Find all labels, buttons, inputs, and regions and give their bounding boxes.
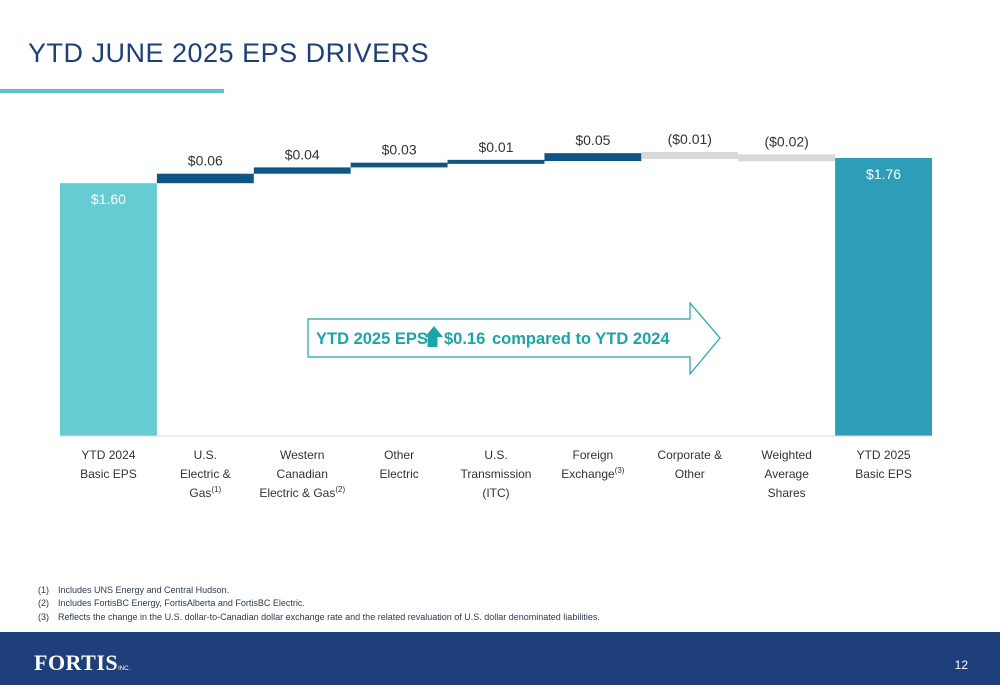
value-label-2: $0.06	[188, 153, 223, 169]
category-label-3: Western Canadian Electric & Gas(2)	[259, 448, 345, 500]
chart-bars	[60, 151, 932, 437]
category-label-2: U.S. Electric & Gas(1)	[180, 448, 231, 500]
title-underline	[0, 89, 224, 93]
footnote-2: (2) Includes FortisBC Energy, FortisAlber…	[38, 598, 305, 609]
value-label-9: $1.76	[866, 166, 901, 182]
value-label-4: $0.03	[382, 142, 417, 158]
page-title: YTD JUNE 2025 EPS DRIVERS	[28, 38, 430, 68]
bar-4	[350, 162, 448, 168]
footnote-3: (3) Reflects the change in the U.S. dolla…	[38, 611, 600, 622]
value-label-5: $0.01	[478, 139, 513, 155]
category-label-5: U.S. Transmission (ITC)	[461, 448, 532, 500]
category-label-4: Other Electric	[379, 448, 418, 481]
chart-value-labels: $1.60 $0.06 $0.04 $0.03 $0.01 $0.05 ($0.01) ($0…	[91, 131, 901, 207]
svg-text:compared to YTD 2024: compared to YTD 2024	[492, 330, 670, 348]
category-label-7: Corporate & Other	[657, 448, 722, 481]
value-label-1: $1.60	[91, 191, 126, 207]
bar-3	[253, 167, 351, 174]
annotation-value: $0.16	[444, 330, 485, 348]
bar-1	[60, 183, 157, 436]
annotation-arrow-outline	[307, 301, 721, 376]
up-arrow-icon	[425, 326, 443, 347]
bar-9	[835, 157, 932, 437]
chart-category-labels: YTD 2024 Basic EPS U.S. Electric & Gas(1) Wes…	[80, 448, 912, 500]
bar-5	[447, 159, 545, 164]
value-label-6: $0.05	[575, 132, 610, 148]
category-label-1: YTD 2024 Basic EPS	[80, 448, 137, 481]
footer-bar: FORTISINC. 12	[0, 632, 1000, 685]
category-label-6: Foreign Exchange(3)	[561, 448, 624, 481]
svg-text:$0.16: $0.16	[444, 330, 485, 348]
fortis-logo: FORTISINC.	[34, 650, 131, 675]
svg-text:YTD 2025 EPS: YTD 2025 EPS	[316, 330, 428, 348]
page-number: 12	[954, 658, 968, 672]
bar-2	[156, 173, 254, 184]
category-label-9: YTD 2025 Basic EPS	[855, 448, 912, 481]
value-label-3: $0.04	[285, 146, 320, 162]
value-label-8: ($0.02)	[764, 133, 808, 149]
annotation-suffix: compared to YTD 2024	[492, 330, 670, 348]
annotation-prefix: YTD 2025 EPS	[316, 330, 428, 348]
annotation-arrow: YTD 2025 EPS $0.16 compared to YTD 2024	[307, 301, 721, 376]
bar-6	[544, 153, 642, 162]
bar-7	[641, 151, 739, 159]
value-label-7: ($0.01)	[668, 131, 712, 147]
footnotes: (1) Includes UNS Energy and Central Hudso…	[38, 584, 600, 624]
category-label-8: Weighted Average Shares	[761, 448, 811, 500]
eps-waterfall-chart: $1.60 $0.06 $0.04 $0.03 $0.01 $0.05 ($0.01) ($0…	[60, 131, 932, 500]
footnote-1: (1) Includes UNS Energy and Central Hudso…	[38, 585, 230, 595]
bar-8	[738, 154, 836, 162]
